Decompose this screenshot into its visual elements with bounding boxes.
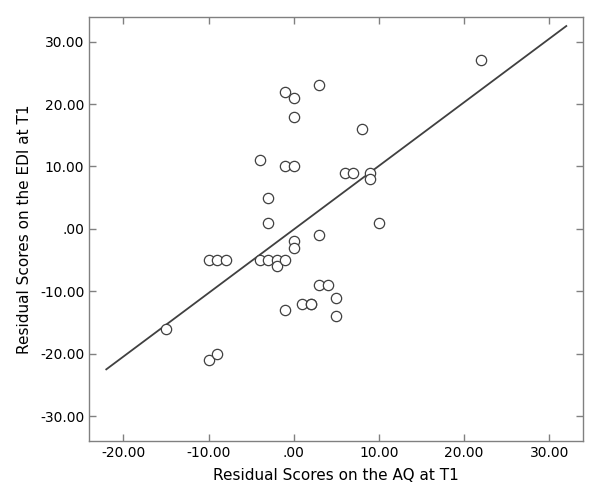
Point	[263, 218, 273, 226]
Point	[212, 256, 222, 264]
Point	[212, 350, 222, 358]
Point	[272, 262, 281, 270]
Point	[306, 300, 316, 308]
Point	[280, 256, 290, 264]
Point	[323, 281, 332, 289]
Point	[280, 162, 290, 170]
Point	[365, 168, 375, 176]
Point	[357, 125, 367, 133]
Point	[306, 300, 316, 308]
Point	[204, 256, 214, 264]
Point	[314, 231, 324, 239]
Point	[331, 312, 341, 320]
Point	[280, 306, 290, 314]
Point	[289, 94, 298, 102]
Point	[204, 356, 214, 364]
Point	[263, 256, 273, 264]
Point	[298, 300, 307, 308]
Y-axis label: Residual Scores on the EDI at T1: Residual Scores on the EDI at T1	[17, 104, 32, 354]
Point	[255, 256, 265, 264]
Point	[280, 88, 290, 96]
Point	[476, 56, 486, 64]
Point	[263, 194, 273, 202]
Point	[255, 156, 265, 164]
Point	[289, 112, 298, 120]
Point	[374, 218, 383, 226]
Point	[161, 325, 171, 333]
Point	[314, 82, 324, 90]
Point	[289, 244, 298, 252]
Point	[221, 256, 230, 264]
Point	[272, 256, 281, 264]
Point	[349, 168, 358, 176]
Point	[314, 281, 324, 289]
Point	[340, 168, 350, 176]
X-axis label: Residual Scores on the AQ at T1: Residual Scores on the AQ at T1	[214, 468, 459, 483]
Point	[365, 175, 375, 183]
Point	[289, 238, 298, 246]
Point	[289, 162, 298, 170]
Point	[331, 294, 341, 302]
